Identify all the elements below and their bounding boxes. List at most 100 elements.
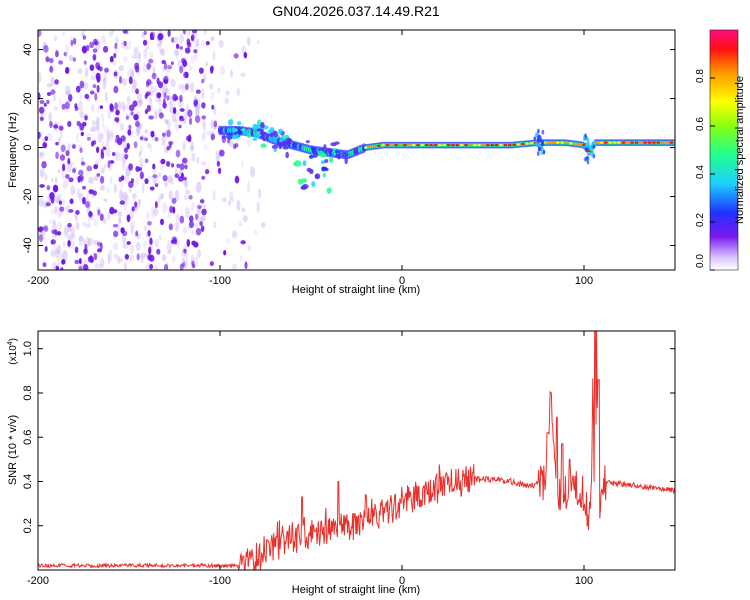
noise-blob <box>112 223 119 228</box>
noise-blob <box>68 177 74 183</box>
noise-streak <box>154 264 158 270</box>
noise-blob <box>156 248 161 255</box>
noise-blob <box>126 241 131 245</box>
noise-streak <box>117 255 121 265</box>
noise-blob <box>89 64 95 71</box>
noise-blob <box>114 42 118 50</box>
noise-blob <box>210 133 216 141</box>
noise-streak <box>131 79 137 90</box>
noise-streak <box>203 121 206 132</box>
noise-blob <box>166 64 173 70</box>
noise-blob <box>83 60 87 65</box>
noise-streak <box>161 135 166 147</box>
noise-blob <box>178 124 182 129</box>
noise-blob <box>104 67 109 73</box>
noise-streak <box>54 246 59 254</box>
noise-streak <box>201 132 206 142</box>
noise-streak <box>160 192 165 200</box>
noise-blob <box>92 84 97 89</box>
ridge-core <box>560 141 564 144</box>
noise-streak <box>195 107 200 115</box>
disturbance-blob <box>537 128 540 134</box>
noise-streak <box>196 156 200 164</box>
noise-streak <box>57 214 61 219</box>
y-tick-label: -20 <box>22 189 34 205</box>
noise-blob <box>38 106 45 114</box>
noise-blob <box>122 30 128 34</box>
x-tick-label: -100 <box>209 275 231 287</box>
noise-blob <box>221 135 227 144</box>
noise-streak <box>171 110 177 123</box>
noise-blob <box>234 175 240 184</box>
noise-streak <box>175 50 179 61</box>
transition-blob <box>312 151 319 158</box>
noise-streak <box>95 120 99 131</box>
noise-blob <box>38 92 41 100</box>
noise-streak <box>157 172 162 179</box>
colorbar-label: Normalized spectral amplitude <box>734 76 746 224</box>
ridge-core <box>582 144 586 147</box>
noise-blob <box>74 103 78 109</box>
noise-blob <box>184 47 191 54</box>
noise-blob <box>166 95 170 101</box>
noise-blob <box>179 94 183 103</box>
noise-streak <box>195 38 200 47</box>
noise-streak <box>113 253 118 260</box>
noise-streak <box>139 144 143 155</box>
transition-blob <box>293 161 297 167</box>
ridge-core <box>525 142 530 145</box>
noise-streak <box>246 36 251 46</box>
noise-streak <box>39 152 44 157</box>
noise-streak <box>62 249 68 261</box>
noise-blob <box>163 264 169 270</box>
snr-scale-label: (x10 <box>8 345 19 365</box>
noise-streak <box>200 88 205 96</box>
noise-blob <box>174 95 179 101</box>
noise-streak <box>182 141 186 152</box>
transition-blob <box>277 128 283 135</box>
noise-streak <box>86 132 92 139</box>
noise-blob <box>132 100 138 107</box>
noise-streak <box>169 177 175 186</box>
noise-streak <box>254 229 257 236</box>
x-tick-label: 100 <box>575 575 593 587</box>
noise-streak <box>148 175 153 180</box>
noise-blob <box>205 41 210 46</box>
ridge-core <box>376 144 381 147</box>
noise-blob <box>149 237 153 245</box>
noise-blob <box>172 107 177 115</box>
transition-blob <box>328 156 334 163</box>
noise-blob <box>211 104 215 110</box>
ridge-core <box>473 144 477 147</box>
noise-blob <box>80 131 84 137</box>
noise-streak <box>164 87 170 94</box>
noise-blob <box>92 140 97 145</box>
ridge-core <box>451 144 455 147</box>
noise-streak <box>216 87 221 94</box>
noise-streak <box>44 173 48 181</box>
noise-blob <box>38 131 41 139</box>
noise-streak <box>182 226 187 235</box>
ridge-core <box>372 145 377 148</box>
ridge-core <box>411 144 416 147</box>
disturbance-blob <box>590 145 594 150</box>
spectrogram-x-axis: -200 -100 0 100 <box>27 30 593 287</box>
noise-streak <box>96 104 100 115</box>
noise-streak <box>201 39 205 48</box>
noise-blob <box>181 172 184 179</box>
noise-streak <box>91 119 96 127</box>
noise-streak <box>185 252 189 259</box>
noise-streak <box>51 261 57 270</box>
colorbar-tick-label: 0.4 <box>695 165 706 179</box>
noise-blob <box>67 157 71 165</box>
ridge-core <box>446 144 451 147</box>
noise-streak <box>201 161 207 166</box>
noise-blob <box>130 111 134 116</box>
noise-streak <box>55 249 60 259</box>
noise-streak <box>181 258 186 264</box>
noise-streak <box>185 104 189 111</box>
noise-blob <box>173 238 178 245</box>
noise-streak <box>229 197 235 204</box>
transition-blob <box>305 140 310 144</box>
noise-streak <box>82 221 87 227</box>
